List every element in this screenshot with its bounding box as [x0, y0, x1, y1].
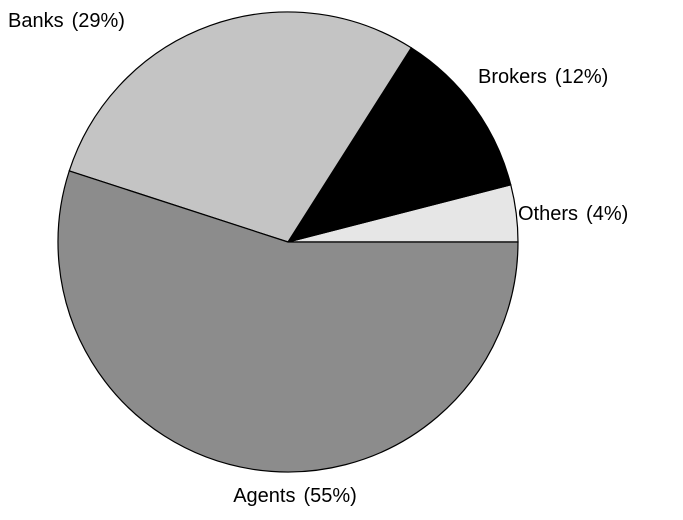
slice-category: Brokers [478, 66, 547, 88]
pie-slice [286, 46, 512, 243]
slice-value-label: (12%) [555, 66, 608, 88]
slice-value-label: (55%) [303, 485, 356, 507]
pie-slice [57, 170, 519, 473]
pie-slice [68, 11, 413, 243]
slice-value-label: (4%) [586, 203, 628, 225]
slice-value-label: (29%) [72, 10, 125, 32]
slice-category: Banks [8, 10, 64, 32]
slice-label: Agents (55%) [233, 485, 357, 507]
slice-label: Others (4%) [518, 203, 628, 225]
slice-label: Brokers (12%) [478, 66, 608, 88]
slice-label: Banks (29%) [8, 10, 125, 32]
slice-category: Agents [233, 485, 295, 507]
slice-category: Others [518, 203, 578, 225]
